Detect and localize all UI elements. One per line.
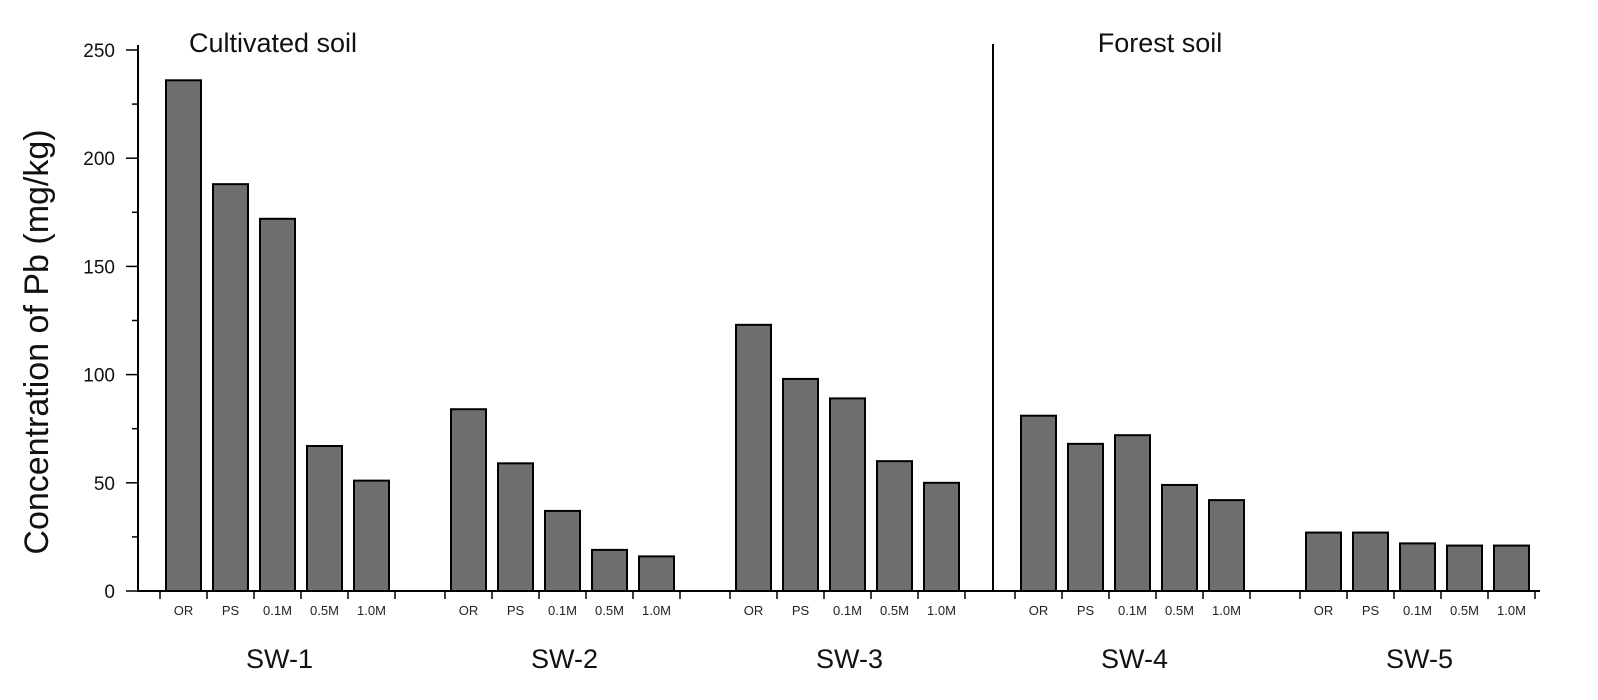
bar-sw-2-01m bbox=[544, 509, 581, 593]
y-tick-label: 250 bbox=[83, 41, 115, 62]
category-label: OR bbox=[744, 603, 764, 618]
bar-sw-3-or bbox=[735, 323, 772, 592]
bar-sw-2-10m bbox=[638, 555, 675, 592]
category-label: PS bbox=[222, 603, 240, 618]
region-label-cultivated: Cultivated soil bbox=[189, 28, 357, 58]
category-label: 0.1M bbox=[548, 603, 577, 618]
y-axis-label: Concentration of Pb (mg/kg) bbox=[18, 129, 56, 554]
category-label: 0.5M bbox=[595, 603, 624, 618]
category-label: OR bbox=[174, 603, 194, 618]
bar-sw-5-10m bbox=[1493, 544, 1530, 593]
bar-sw-2-ps bbox=[497, 462, 534, 593]
category-label: 0.5M bbox=[1165, 603, 1194, 618]
group-label-sw-2: SW-2 bbox=[531, 644, 598, 674]
category-label: PS bbox=[792, 603, 810, 618]
category-label: OR bbox=[459, 603, 479, 618]
bars-layer bbox=[165, 79, 1530, 593]
bar-sw-4-01m bbox=[1114, 434, 1151, 592]
bar-sw-2-or bbox=[450, 408, 487, 592]
category-label: PS bbox=[507, 603, 525, 618]
bar-sw-4-or bbox=[1020, 414, 1057, 592]
category-label: 0.1M bbox=[833, 603, 862, 618]
bar-sw-1-ps bbox=[212, 183, 249, 592]
bar-sw-2-05m bbox=[591, 548, 628, 592]
region-label-forest: Forest soil bbox=[1098, 28, 1223, 58]
y-tick-label: 0 bbox=[104, 582, 115, 603]
group-label-sw-4: SW-4 bbox=[1101, 644, 1168, 674]
y-tick-label: 150 bbox=[83, 257, 115, 278]
category-label: 1.0M bbox=[357, 603, 386, 618]
category-label: 0.5M bbox=[1450, 603, 1479, 618]
category-label: 0.1M bbox=[263, 603, 292, 618]
y-tick-label: 100 bbox=[83, 366, 115, 387]
category-label: 1.0M bbox=[927, 603, 956, 618]
bar-sw-1-01m bbox=[259, 217, 296, 593]
category-label: 0.1M bbox=[1403, 603, 1432, 618]
bar-sw-3-10m bbox=[923, 481, 960, 592]
bar-sw-3-05m bbox=[876, 460, 913, 592]
bar-sw-4-05m bbox=[1161, 483, 1198, 592]
bar-sw-5-or bbox=[1305, 531, 1342, 593]
category-label: 0.1M bbox=[1118, 603, 1147, 618]
category-label: 0.5M bbox=[310, 603, 339, 618]
bar-sw-4-ps bbox=[1067, 442, 1104, 592]
category-label: PS bbox=[1077, 603, 1095, 618]
category-label: OR bbox=[1029, 603, 1049, 618]
bar-sw-5-05m bbox=[1446, 544, 1483, 593]
bar-sw-3-01m bbox=[829, 397, 866, 592]
category-label: 1.0M bbox=[1212, 603, 1241, 618]
category-label: PS bbox=[1362, 603, 1380, 618]
bar-sw-5-ps bbox=[1352, 531, 1389, 593]
category-label: 1.0M bbox=[1497, 603, 1526, 618]
bar-sw-1-or bbox=[165, 79, 202, 593]
bar-sw-1-10m bbox=[353, 479, 390, 592]
group-label-sw-3: SW-3 bbox=[816, 644, 883, 674]
bar-sw-5-01m bbox=[1399, 542, 1436, 593]
bar-sw-3-ps bbox=[782, 377, 819, 593]
group-label-sw-1: SW-1 bbox=[246, 644, 313, 674]
bar-sw-4-10m bbox=[1208, 499, 1245, 592]
category-label: 1.0M bbox=[642, 603, 671, 618]
axes-layer bbox=[126, 44, 1540, 599]
category-label: OR bbox=[1314, 603, 1334, 618]
category-label: 0.5M bbox=[880, 603, 909, 618]
y-tick-label: 50 bbox=[94, 474, 115, 495]
labels-layer: OR PS 0.1M 0.5M 1.0M SW-1 OR PS 0.1M 0.5M 1.0M SW-2… bbox=[83, 28, 1526, 674]
group-label-sw-5: SW-5 bbox=[1386, 644, 1453, 674]
bar-sw-1-05m bbox=[306, 445, 343, 592]
y-tick-label: 200 bbox=[83, 149, 115, 170]
